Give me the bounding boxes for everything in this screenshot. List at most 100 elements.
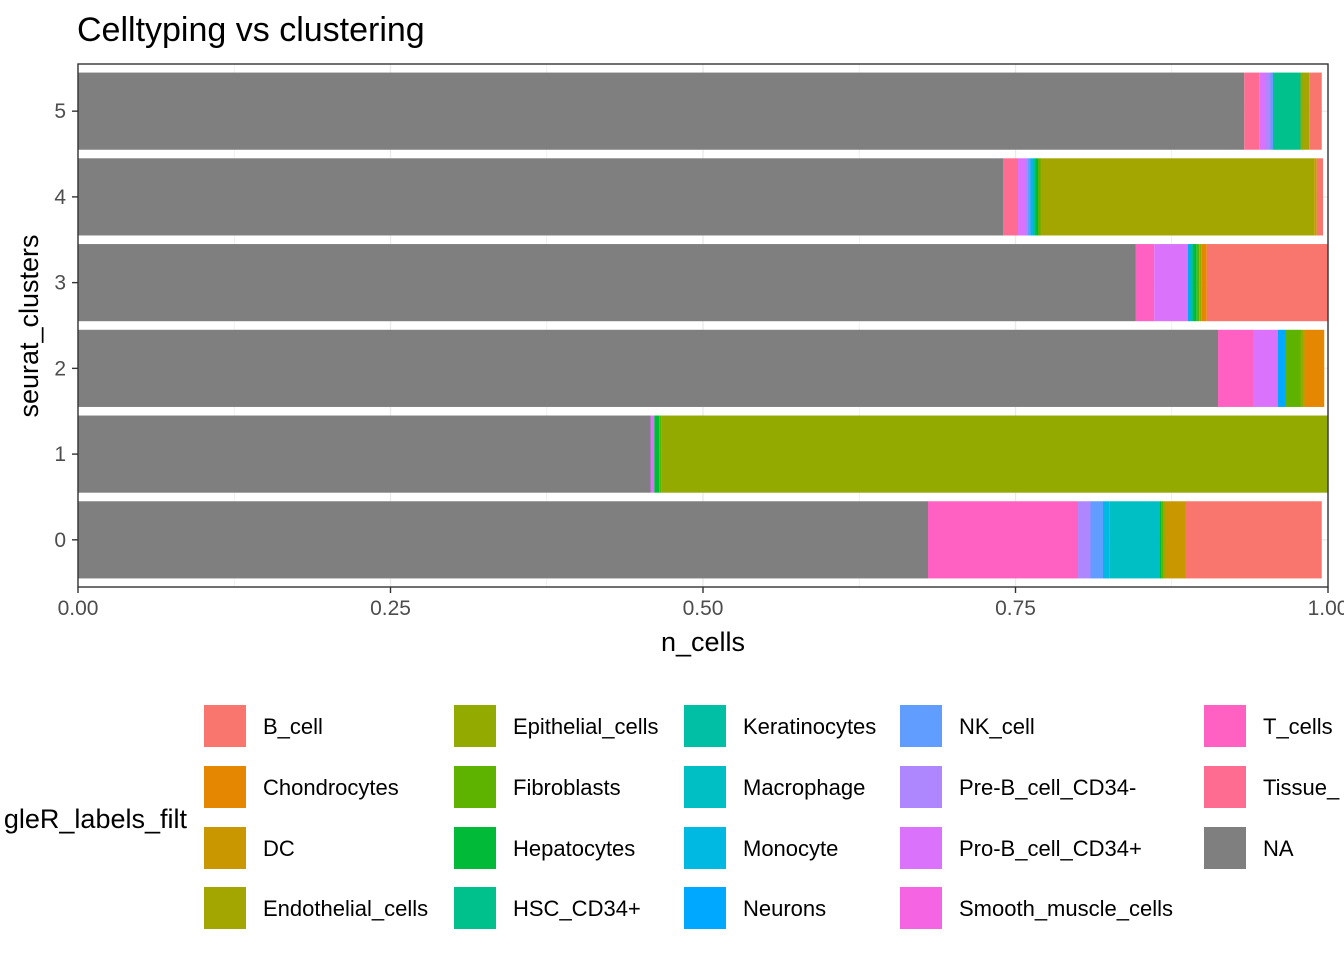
bar-segment-pre-b-cell-cd34--cluster-5 (1265, 72, 1271, 150)
bar-segment-chondrocytes-cluster-3 (1201, 244, 1207, 322)
bar-segment-neurons-cluster-2 (1278, 329, 1286, 407)
bar-segment-t-cells-cluster-2 (1218, 329, 1253, 407)
bar-segment-pro-b-cell-cd34--cluster-2 (1253, 329, 1278, 407)
x-tick-label: 0.50 (683, 597, 724, 620)
legend-label: Pro-B_cell_CD34+ (959, 836, 1142, 861)
bar-segment-hepatocytes-cluster-4 (1035, 158, 1038, 236)
legend-label: T_cells (1263, 714, 1333, 739)
y-tick-label: 5 (54, 100, 66, 123)
bar-segment-b-cell-cluster-3 (1206, 244, 1328, 322)
legend-label: Hepatocytes (513, 836, 635, 861)
legend-label: Chondrocytes (263, 775, 399, 800)
legend: gleR_labels_filt B_cell Chondrocytes DC End… (4, 705, 1340, 929)
bar-segment-na-cluster-3 (78, 244, 1136, 322)
legend-key (684, 766, 726, 808)
legend-label: DC (263, 836, 295, 861)
legend-key (900, 766, 942, 808)
bar-segment-na-cluster-4 (78, 158, 1003, 236)
y-tick-label: 0 (54, 529, 66, 552)
bar-segment-hepatocytes-cluster-0 (1159, 501, 1162, 579)
legend-title: gleR_labels_filt (4, 804, 188, 834)
bar-segment-nk-cell-cluster-4 (1028, 158, 1031, 236)
legend-key (204, 887, 246, 929)
y-tick-label: 2 (54, 357, 66, 380)
bar-segment-pro-b-cell-cd34--cluster-5 (1259, 72, 1266, 150)
bar-segment-pre-b-cell-cd34--cluster-4 (1025, 158, 1028, 236)
x-axis: 0.00 0.25 0.50 0.75 1.00 (58, 587, 1344, 620)
legend-label: Neurons (743, 896, 826, 921)
bar-segment-neurons-cluster-3 (1188, 244, 1191, 322)
bar-segment-endothelial-cells-cluster-5 (1303, 72, 1310, 150)
legend-label: NK_cell (959, 714, 1035, 739)
y-axis: 0 1 2 3 4 5 (54, 100, 78, 552)
legend-key (454, 827, 496, 869)
legend-key (454, 766, 496, 808)
x-axis-label: n_cells (661, 627, 745, 657)
bar-segment-hsc-cd34--cluster-4 (1033, 158, 1036, 236)
bar-segment-fibroblasts-cluster-4 (1038, 158, 1041, 236)
legend-key (684, 705, 726, 747)
bar-segment-epithelial-cells-cluster-2 (1300, 329, 1303, 407)
bar-segment-epithelial-cells-cluster-5 (1300, 72, 1303, 150)
bar-segment-b-cell-cluster-0 (1185, 501, 1322, 579)
y-tick-label: 1 (54, 443, 66, 466)
legend-key (900, 827, 942, 869)
legend-label: Epithelial_cells (513, 714, 659, 739)
bar-segment-fibroblasts-cluster-1 (659, 415, 662, 493)
legend-label: Macrophage (743, 775, 865, 800)
legend-key (1204, 705, 1246, 747)
bar-segment-hepatocytes-cluster-3 (1193, 244, 1197, 322)
bar-segment-epithelial-cells-cluster-1 (661, 415, 1328, 493)
legend-key (204, 705, 246, 747)
legend-label: NA (1263, 836, 1294, 861)
bar-segment-na-cluster-2 (78, 329, 1218, 407)
bar-segment-nk-cell-cluster-5 (1270, 72, 1273, 150)
bar-segment-b-cell-cluster-5 (1309, 72, 1322, 150)
legend-label: Pre-B_cell_CD34- (959, 775, 1136, 800)
x-tick-label: 1.00 (1308, 597, 1344, 620)
bar-segment-chondrocytes-cluster-2 (1305, 329, 1325, 407)
x-tick-label: 0.00 (58, 597, 99, 620)
bar-segment-dc-cluster-0 (1165, 501, 1186, 579)
x-tick-label: 0.75 (995, 597, 1036, 620)
bars (78, 72, 1328, 579)
bar-segment-na-cluster-0 (78, 501, 928, 579)
legend-label: Smooth_muscle_cells (959, 896, 1173, 921)
bar-segment-pro-b-cell-cd34--cluster-1 (650, 415, 655, 493)
legend-label: Tissue_ (1263, 775, 1340, 800)
legend-label: Endothelial_cells (263, 896, 428, 921)
bar-segment-b-cell-cluster-4 (1316, 158, 1323, 236)
bar-segment-tissue--cluster-4 (1003, 158, 1018, 236)
bar-segment-pre-b-cell-cd34--cluster-0 (1078, 501, 1091, 579)
legend-key (900, 887, 942, 929)
legend-label: B_cell (263, 714, 323, 739)
bar-segment-endothelial-cells-cluster-0 (1163, 501, 1166, 579)
bar-segment-fibroblasts-cluster-0 (1161, 501, 1163, 579)
legend-key (684, 887, 726, 929)
bar-segment-fibroblasts-cluster-3 (1196, 244, 1200, 322)
bar-segment-dc-cluster-4 (1314, 158, 1317, 236)
bar-segment-na-cluster-1 (78, 415, 651, 493)
legend-key (1204, 766, 1246, 808)
bar-segment-macrophage-cluster-0 (1109, 501, 1160, 579)
legend-key (454, 887, 496, 929)
bar-segment-na-cluster-5 (78, 72, 1245, 150)
legend-key (1204, 827, 1246, 869)
bar-segment-monocyte-cluster-4 (1030, 158, 1033, 236)
bar-segment-tissue--cluster-5 (1244, 72, 1260, 150)
bar-segment-monocyte-cluster-0 (1103, 501, 1110, 579)
bar-segment-epithelial-cells-cluster-3 (1199, 244, 1202, 322)
legend-label: HSC_CD34+ (513, 896, 641, 921)
bar-segment-dc-cluster-2 (1303, 329, 1306, 407)
y-tick-label: 4 (54, 186, 66, 209)
legend-label: Monocyte (743, 836, 838, 861)
y-axis-label: seurat_clusters (14, 234, 44, 417)
bar-segment-pro-b-cell-cd34--cluster-4 (1018, 158, 1026, 236)
bar-segment-fibroblasts-cluster-2 (1285, 329, 1301, 407)
bar-segment-endothelial-cells-cluster-4 (1040, 158, 1315, 236)
legend-label: Fibroblasts (513, 775, 621, 800)
bar-segment-t-cells-cluster-3 (1135, 244, 1155, 322)
legend-key (900, 705, 942, 747)
legend-key (204, 827, 246, 869)
